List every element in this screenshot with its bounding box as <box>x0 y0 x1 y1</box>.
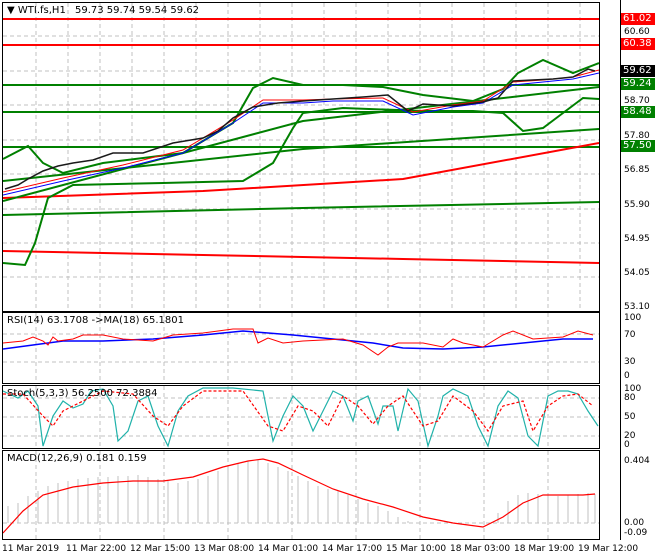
time-axis-label: 19 Mar 12:00 <box>578 544 639 554</box>
price-axis-label: 54.95 <box>624 234 650 244</box>
time-axis-label: 14 Mar 01:00 <box>258 544 319 554</box>
price-chart-pane[interactable]: ▼ WTI.fs,H1 59.73 59.74 59.54 59.62 <box>2 2 600 312</box>
level-tag-61-02: 61.02 <box>621 13 655 25</box>
rsi-axis-label: 70 <box>624 330 636 340</box>
rsi-axis-label: 0 <box>624 371 630 381</box>
price-chart-canvas <box>3 3 599 311</box>
price-axis-label: 60.60 <box>624 27 650 37</box>
price-axis-label: 57.80 <box>624 131 650 141</box>
current-price-tag: 59.62 <box>621 65 655 77</box>
rsi-pane[interactable]: RSI(14) 63.1708 ->MA(18) 65.1801 <box>2 312 600 384</box>
macd-title: MACD(12,26,9) 0.181 0.159 <box>7 453 147 464</box>
stochastic-title: Stoch(5,3,3) 56.2500 72.3884 <box>7 388 158 399</box>
time-axis-label: 15 Mar 10:00 <box>386 544 447 554</box>
stoch-axis-label: 0 <box>624 440 630 450</box>
ohlc-values: 59.73 59.74 59.54 59.62 <box>75 5 200 16</box>
price-axis-divider <box>620 0 621 540</box>
symbol-label: WTI.fs,H1 <box>17 5 66 16</box>
time-axis-label: 18 Mar 19:00 <box>514 544 575 554</box>
price-axis-label: 58.70 <box>624 96 650 106</box>
level-tag-58-48: 58.48 <box>621 106 655 118</box>
time-axis-label: 11 Mar 2019 <box>2 544 60 554</box>
time-axis-label: 12 Mar 15:00 <box>130 544 191 554</box>
macd-canvas <box>3 451 599 539</box>
level-tag-59-24: 59.24 <box>621 78 655 90</box>
stoch-axis-label: 100 <box>624 384 642 394</box>
macd-pane[interactable]: MACD(12,26,9) 0.181 0.159 <box>2 450 600 540</box>
macd-axis-label: 0.404 <box>624 456 650 466</box>
level-tag-60-38: 60.38 <box>621 38 655 50</box>
macd-axis-label: 0.00 <box>624 518 645 528</box>
time-axis-label: 14 Mar 17:00 <box>322 544 383 554</box>
chart-title: ▼ WTI.fs,H1 59.73 59.74 59.54 59.62 <box>7 5 199 16</box>
stoch-axis-label: 20 <box>624 431 636 441</box>
macd-axis-label: -0.09 <box>624 528 648 538</box>
rsi-axis-label: 30 <box>624 357 636 367</box>
stochastic-canvas <box>3 386 599 448</box>
dropdown-arrow-icon[interactable]: ▼ <box>7 5 15 16</box>
time-axis-label: 18 Mar 03:00 <box>450 544 511 554</box>
rsi-title: RSI(14) 63.1708 ->MA(18) 65.1801 <box>7 315 184 326</box>
price-axis-label: 55.90 <box>624 200 650 210</box>
rsi-axis-label: 100 <box>624 313 642 323</box>
rsi-canvas <box>3 313 599 383</box>
price-axis-label: 53.10 <box>624 302 650 312</box>
level-tag-57-50: 57.50 <box>621 140 655 152</box>
time-axis-label: 13 Mar 08:00 <box>194 544 255 554</box>
stoch-axis-label: 80 <box>624 393 636 403</box>
price-axis-label: 54.05 <box>624 268 650 278</box>
time-axis-label: 11 Mar 22:00 <box>66 544 127 554</box>
stochastic-pane[interactable]: Stoch(5,3,3) 56.2500 72.3884 <box>2 385 600 449</box>
stoch-axis-label: 50 <box>624 412 636 422</box>
price-axis-label: 56.85 <box>624 165 650 175</box>
